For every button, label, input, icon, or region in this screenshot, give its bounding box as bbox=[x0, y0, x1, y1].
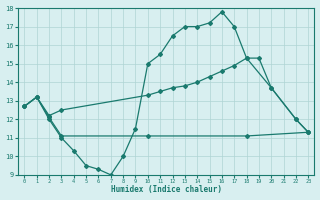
X-axis label: Humidex (Indice chaleur): Humidex (Indice chaleur) bbox=[111, 185, 222, 194]
